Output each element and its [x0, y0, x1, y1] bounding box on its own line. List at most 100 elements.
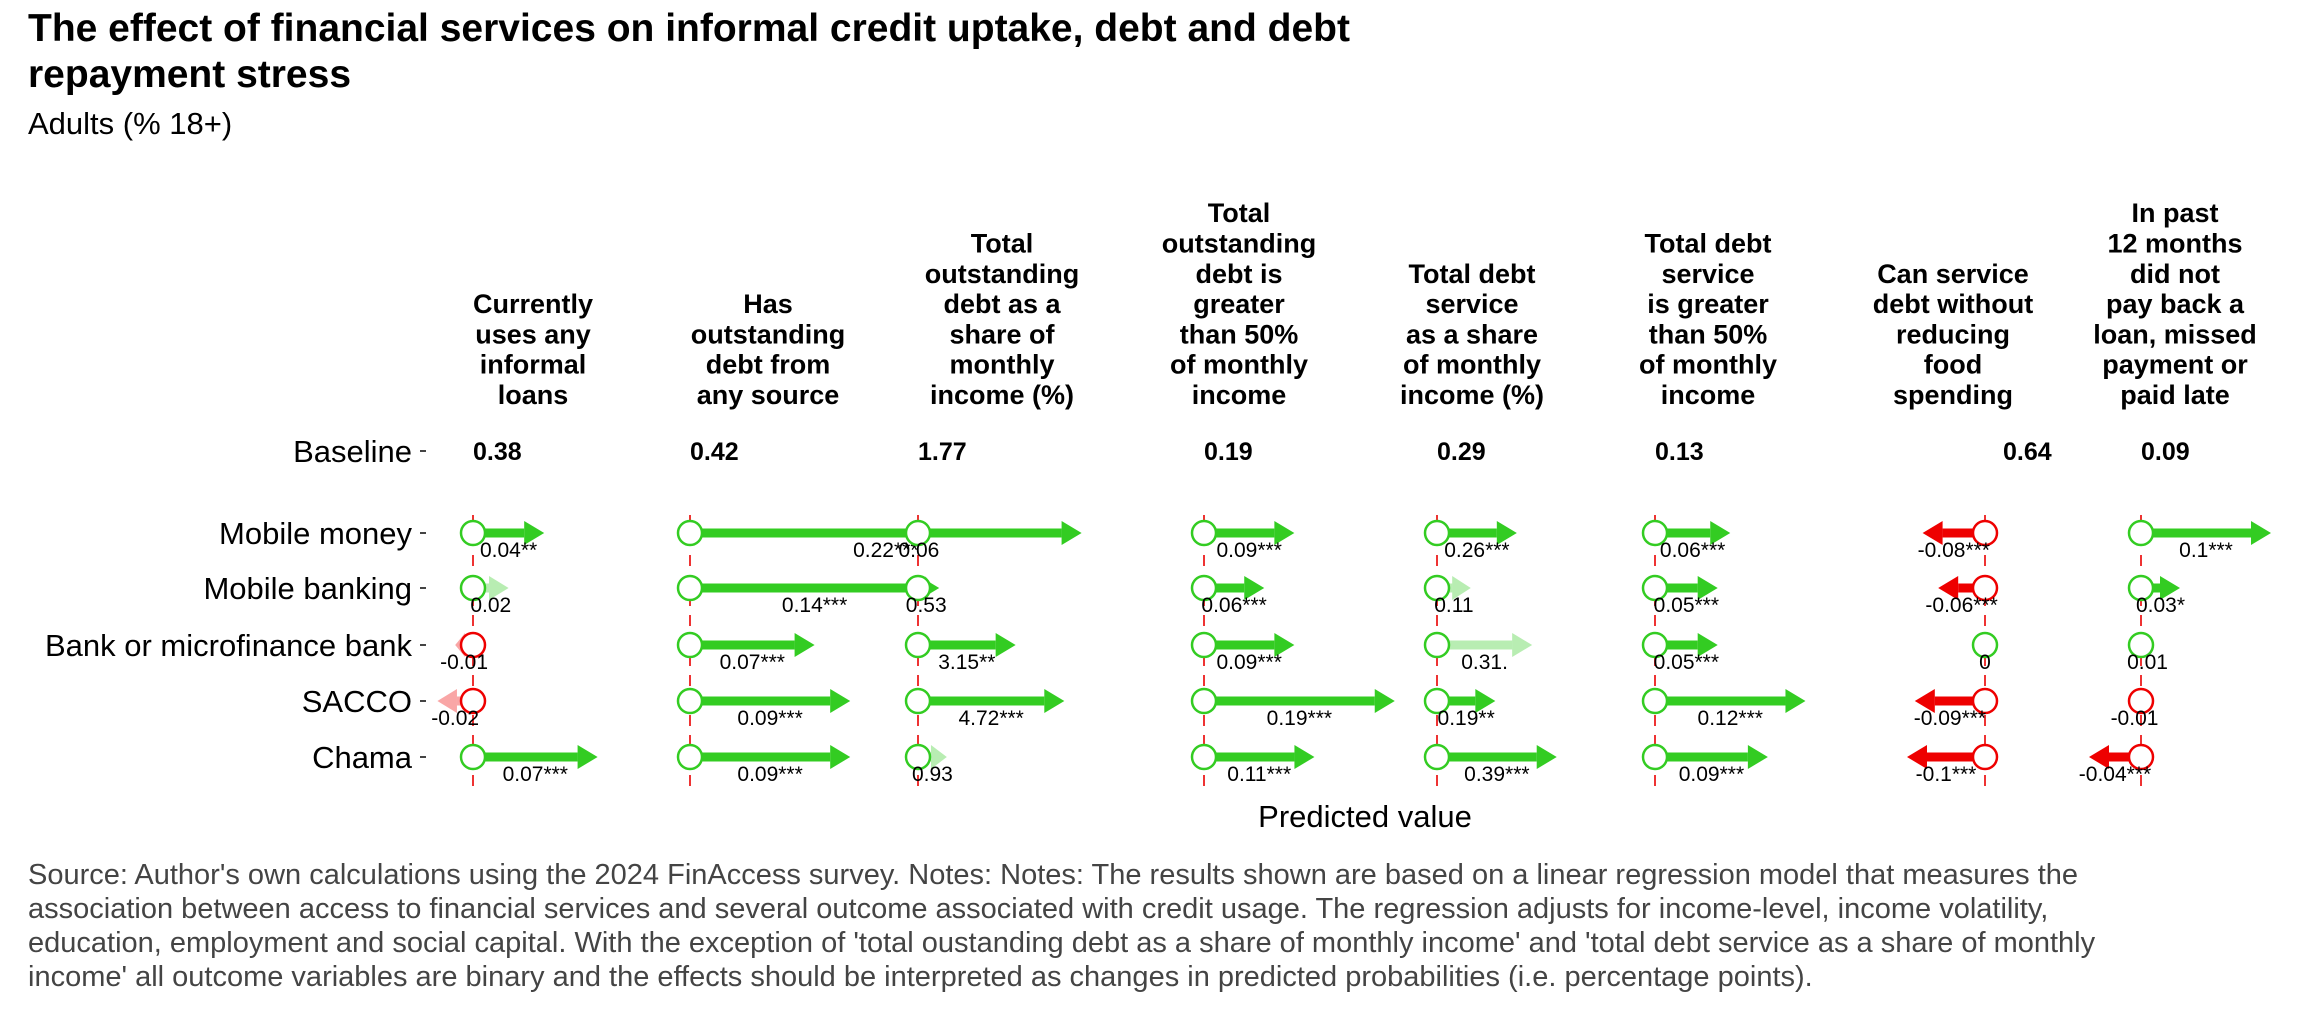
chart-title: The effect of financial services on info… — [28, 7, 1350, 96]
effect-arrow-head — [1274, 633, 1295, 657]
effect-arrow-head — [1922, 521, 1943, 545]
baseline-point — [1190, 519, 1218, 547]
column-header: any source — [697, 380, 840, 410]
baseline-value: 1.77 — [918, 438, 967, 466]
effect-value-label: 0.11 — [1434, 594, 1473, 617]
baseline-point — [459, 743, 487, 771]
baseline-point — [1971, 574, 1999, 602]
effect-arrow-head — [1244, 576, 1265, 600]
baseline-value: 0.19 — [1204, 438, 1253, 466]
baseline-point — [1971, 687, 1999, 715]
column-header: income — [1661, 380, 1756, 410]
effect-arrow-head — [2089, 745, 2109, 769]
effect-value-label: 0.93 — [912, 763, 953, 786]
effect-arrow-head — [1512, 633, 1533, 657]
effect-value-label: 0.53 — [906, 594, 947, 617]
baseline-point — [904, 687, 932, 715]
baseline-point — [459, 687, 487, 715]
baseline-point — [676, 574, 704, 602]
effect-arrow-head — [437, 689, 457, 713]
effect-value-label: 0.22*** — [853, 539, 918, 562]
row-label: Chama — [312, 740, 413, 775]
row-label: Bank or microfinance bank — [45, 628, 413, 663]
effect-value-label: 0.05*** — [1654, 594, 1719, 617]
baseline-point — [676, 519, 704, 547]
baseline-point — [2127, 574, 2155, 602]
column-header: Currently — [473, 289, 593, 319]
column-header: is greater — [1647, 289, 1769, 319]
effect-arrow-head — [1496, 521, 1517, 545]
baseline-value: 0.13 — [1655, 438, 1704, 466]
effect-value-label: 4.72*** — [958, 707, 1023, 730]
column-header: debt as a — [943, 289, 1061, 319]
column-header: loan, missed — [2093, 319, 2257, 349]
column-header: income (%) — [930, 380, 1074, 410]
baseline-point — [904, 574, 932, 602]
effect-value-label: -0.08*** — [1918, 539, 1990, 562]
effect-value-label: 0.1*** — [2179, 539, 2233, 562]
column-header: outstanding — [925, 259, 1079, 289]
effect-arrow-head — [1907, 745, 1927, 769]
effect-arrow-head — [577, 745, 598, 769]
baseline-point — [904, 743, 932, 771]
column-header: service — [1661, 259, 1754, 289]
column-header: debt from — [706, 350, 831, 380]
baseline-point — [1971, 631, 1999, 659]
baseline-point — [676, 631, 704, 659]
baseline-point — [2127, 743, 2155, 771]
effect-arrow-head — [524, 521, 545, 545]
effect-value-label: 3.15** — [938, 651, 995, 674]
effect-value-label: -0.1*** — [1916, 763, 1977, 786]
effect-value-label: 0.19** — [1438, 707, 1495, 730]
column-header: Has — [743, 289, 793, 319]
effect-value-label: -0.02 — [431, 707, 479, 730]
effect-arrow-head — [2251, 521, 2271, 545]
column-header: Total — [971, 229, 1034, 259]
baseline-value: 0.29 — [1437, 438, 1486, 466]
baseline-point — [1641, 574, 1669, 602]
column-header: food — [1924, 350, 1982, 380]
effect-value-label: -0.09*** — [1914, 707, 1986, 730]
effect-value-label: -0.04*** — [2079, 763, 2151, 786]
effect-value-label: 0.31. — [1461, 651, 1508, 674]
baseline-point — [1641, 687, 1669, 715]
effect-value-label: -0.06*** — [1925, 594, 1997, 617]
column-header: did not — [2130, 259, 2220, 289]
effect-arrow-head — [995, 633, 1016, 657]
column-header: informal — [480, 350, 587, 380]
baseline-point — [1641, 519, 1669, 547]
baseline-point — [1423, 519, 1451, 547]
effect-arrow-head — [1914, 689, 1935, 713]
baseline-point — [1190, 743, 1218, 771]
effect-arrow-head — [1061, 521, 1082, 545]
column-header: of monthly — [1170, 350, 1308, 380]
effect-value-label: 0.07*** — [503, 763, 568, 786]
column-header: service — [1425, 289, 1518, 319]
column-header: monthly — [950, 350, 1055, 380]
baseline-point — [459, 519, 487, 547]
column-header: pay back a — [2106, 289, 2245, 319]
baseline-point — [2127, 519, 2155, 547]
baseline-point — [1423, 631, 1451, 659]
baseline-point — [459, 574, 487, 602]
baseline-point — [2127, 687, 2155, 715]
effect-arrow-head — [1452, 576, 1471, 600]
baseline-point — [1423, 743, 1451, 771]
effect-value-label: 0.19*** — [1267, 707, 1332, 730]
row-label: SACCO — [302, 684, 412, 719]
effect-value-label: 0.11*** — [1227, 763, 1291, 786]
effect-value-label: -0.01 — [440, 651, 488, 674]
column-header: Total debt — [1645, 229, 1772, 259]
effect-value-label: 0.09*** — [1216, 651, 1281, 674]
effect-arrow-head — [1294, 745, 1315, 769]
effect-value-label: 0.26*** — [1444, 539, 1509, 562]
effect-value-label: 0.09*** — [1216, 539, 1281, 562]
column-header: of monthly — [1639, 350, 1777, 380]
column-header: share of — [949, 319, 1055, 349]
baseline-point — [2127, 631, 2155, 659]
x-axis-label: Predicted value — [1258, 799, 1472, 834]
column-header: greater — [1193, 289, 1285, 319]
baseline-point — [1971, 519, 1999, 547]
column-header: income (%) — [1400, 380, 1544, 410]
column-header: debt is — [1195, 259, 1282, 289]
